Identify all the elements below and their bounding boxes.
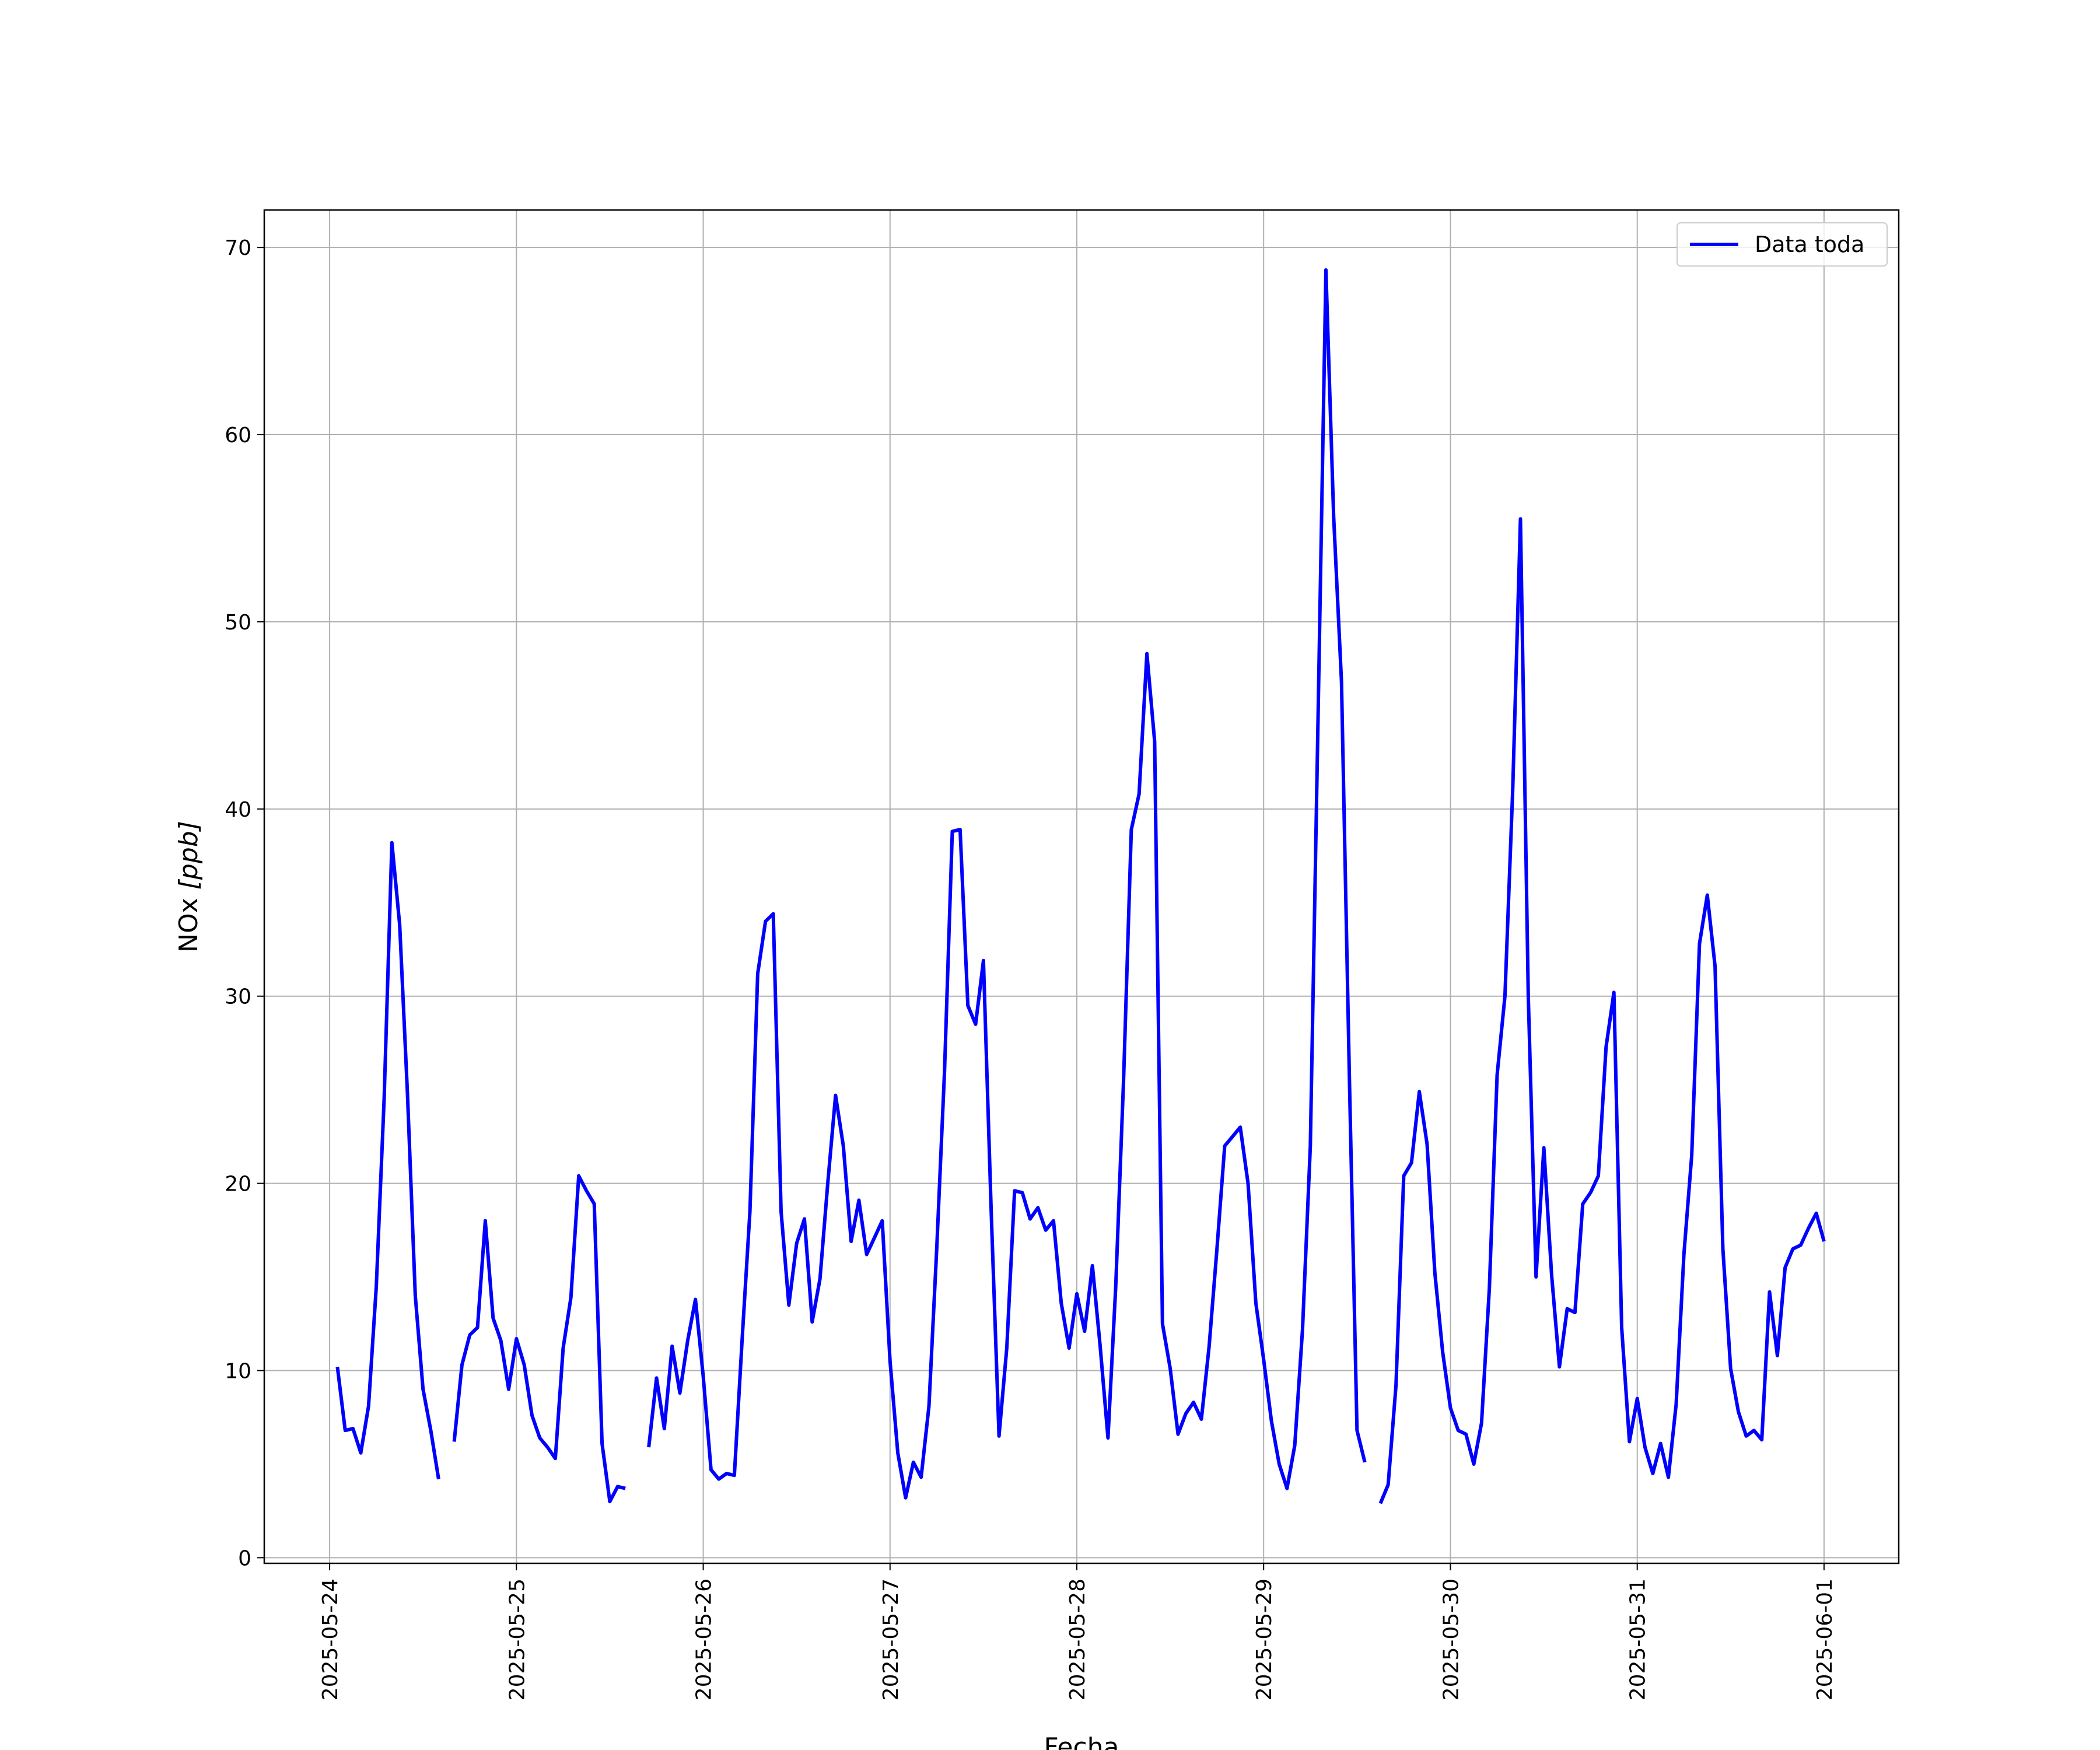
- series-line-segment: [335, 841, 440, 1480]
- x-tick-label: 2025-05-26: [692, 1578, 716, 1700]
- series-line-segment: [452, 1174, 626, 1504]
- y-tick-label: 50: [225, 611, 251, 635]
- legend: Data toda: [1676, 222, 1888, 267]
- y-tick-label: 70: [225, 236, 251, 260]
- y-axis-label: NOx [ppb]: [174, 821, 204, 953]
- x-tick-label: 2025-06-01: [1813, 1578, 1837, 1700]
- y-axis-label-base: NOx: [174, 890, 204, 953]
- x-tick-label: 2025-05-28: [1066, 1578, 1090, 1700]
- x-tick-label: 2025-05-30: [1439, 1578, 1463, 1700]
- y-tick-label: 0: [238, 1546, 251, 1570]
- series-line-segment: [647, 268, 1367, 1500]
- x-tick-label: 2025-05-29: [1252, 1578, 1276, 1700]
- x-tick-label: 2025-05-25: [505, 1578, 529, 1700]
- y-tick-label: 20: [225, 1172, 251, 1196]
- y-tick-label: 10: [225, 1359, 251, 1383]
- x-axis-label: Fecha: [1044, 1732, 1119, 1750]
- y-axis-label-unit: [ppb]: [174, 821, 204, 890]
- y-tick-label: 30: [225, 985, 251, 1009]
- y-axis: 0 10 20 30 40 50 60 70: [225, 236, 264, 1570]
- x-tick-label: 2025-05-27: [879, 1578, 903, 1700]
- x-tick-label: 2025-05-31: [1626, 1578, 1650, 1700]
- plot-frame: [263, 209, 1900, 1564]
- legend-entry-label: Data toda: [1755, 232, 1864, 257]
- series-data-toda: [335, 268, 1826, 1504]
- y-tick-label: 60: [225, 424, 251, 447]
- x-axis: 2025-05-24 2025-05-25 2025-05-26 2025-05-27…: [318, 1563, 1837, 1700]
- series-line-segment: [1378, 517, 1826, 1504]
- y-tick-label: 40: [225, 798, 251, 822]
- x-tick-label: 2025-05-24: [318, 1578, 342, 1700]
- plot-area-background: [264, 210, 1899, 1563]
- legend-box: [1676, 222, 1888, 267]
